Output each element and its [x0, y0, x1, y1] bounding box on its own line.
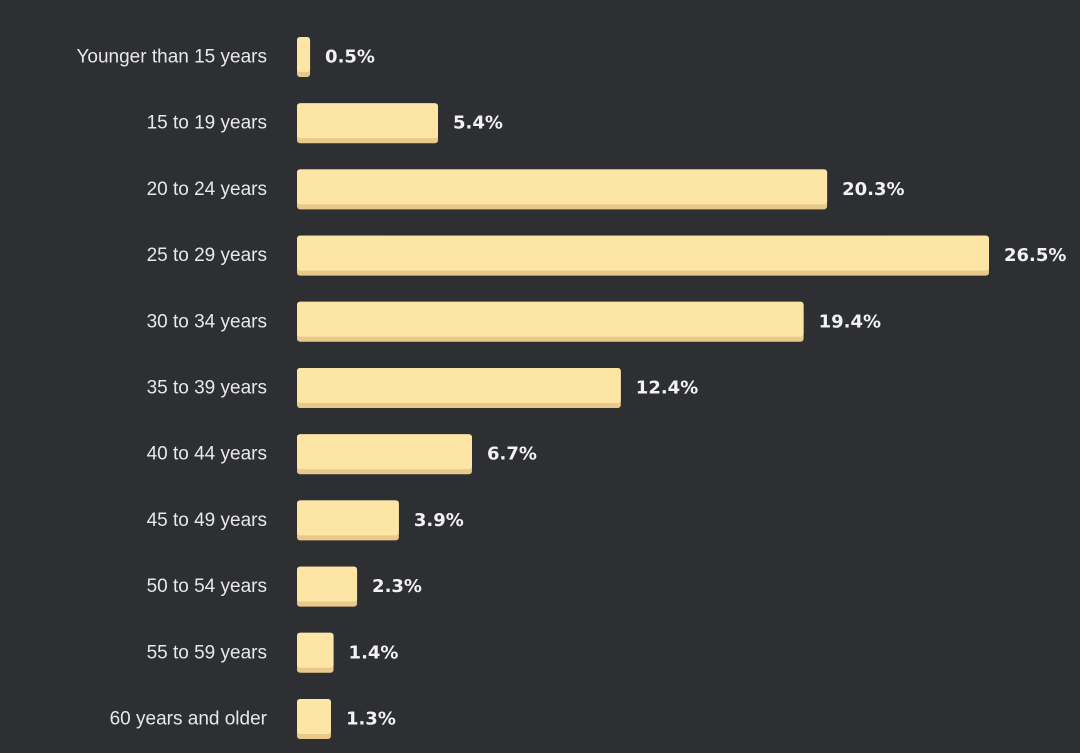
value-label: 19.4%: [819, 311, 881, 332]
bar: [297, 169, 828, 205]
value-label: 6.7%: [487, 444, 537, 465]
category-label: 25 to 29 years: [147, 245, 267, 266]
bar: [297, 368, 621, 403]
bar: [297, 699, 331, 734]
category-label: 15 to 19 years: [147, 113, 267, 134]
bar-row: 30 to 34 years 19.4%: [147, 301, 881, 342]
bar: [297, 103, 439, 139]
value-label: 12.4%: [636, 378, 698, 399]
category-label: Younger than 15 years: [76, 47, 267, 68]
value-label: 1.4%: [349, 642, 399, 663]
bar-row: 40 to 44 years 6.7%: [147, 434, 537, 475]
value-label: 3.9%: [414, 510, 464, 531]
bar: [297, 301, 804, 337]
bar-row: 45 to 49 years 3.9%: [147, 500, 464, 541]
category-label: 30 to 34 years: [147, 311, 267, 332]
value-label: 0.5%: [325, 47, 375, 68]
bar-row: 50 to 54 years 2.3%: [147, 566, 422, 607]
bar-row: 55 to 59 years 1.4%: [147, 632, 399, 673]
category-label: 50 to 54 years: [147, 576, 267, 597]
bar: [297, 235, 989, 271]
category-label: 35 to 39 years: [147, 378, 267, 399]
category-label: 40 to 44 years: [147, 444, 267, 465]
category-label: 60 years and older: [110, 709, 268, 730]
bar-row: 35 to 39 years 12.4%: [147, 368, 698, 408]
bar: [297, 632, 334, 668]
bar-row: 20 to 24 years 20.3%: [147, 169, 905, 210]
bar: [297, 500, 399, 536]
value-label: 5.4%: [453, 113, 503, 134]
bar-row: 60 years and older 1.3%: [110, 699, 396, 739]
category-label: 45 to 49 years: [147, 510, 267, 531]
bar-row: Younger than 15 years 0.5%: [76, 37, 375, 77]
category-label: 20 to 24 years: [147, 179, 267, 200]
bar-row: 15 to 19 years 5.4%: [147, 103, 503, 144]
bar: [297, 37, 311, 72]
category-label: 55 to 59 years: [147, 642, 267, 663]
bar: [297, 434, 472, 470]
bar: [297, 566, 358, 602]
value-label: 20.3%: [842, 179, 904, 200]
value-label: 1.3%: [346, 709, 396, 730]
bar-row: 25 to 29 years 26.5%: [147, 235, 1066, 276]
value-label: 26.5%: [1004, 245, 1066, 266]
value-label: 2.3%: [372, 576, 422, 597]
